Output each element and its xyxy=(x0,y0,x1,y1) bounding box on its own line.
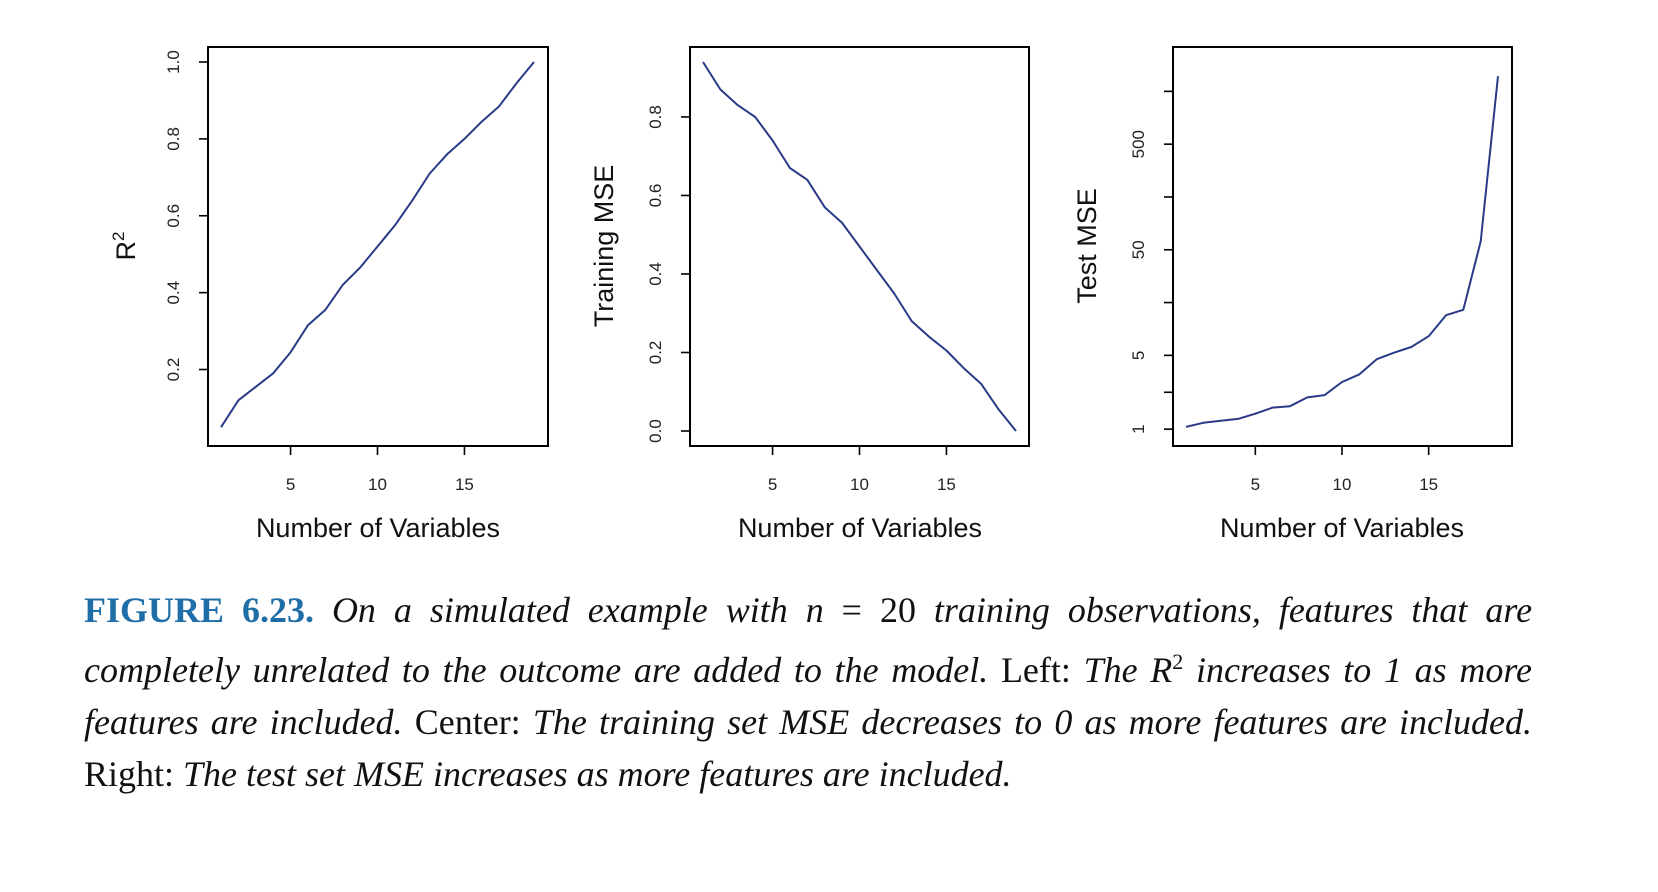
r2-series-line xyxy=(220,61,535,428)
caption-right-text: The test set MSE increases as more featu… xyxy=(183,754,1012,794)
x-tick-label: 10 xyxy=(850,475,869,494)
y-tick-label: 1.0 xyxy=(164,50,183,74)
x-tick-label: 5 xyxy=(1251,475,1260,494)
y-tick-label: 0.6 xyxy=(164,204,183,228)
caption-left-label: Left: xyxy=(1000,650,1071,690)
x-tick-label: 5 xyxy=(286,475,295,494)
y-tick-label: 0.0 xyxy=(646,419,665,443)
x-axis-label: Number of Variables xyxy=(1220,513,1464,543)
y-axis: 1 5 50 500 xyxy=(1129,90,1173,434)
y-tick-label: 1 xyxy=(1129,424,1148,433)
caption-figure-label: FIGURE 6.23. xyxy=(84,590,314,630)
x-axis: 5 10 15 xyxy=(768,446,956,494)
panel-r2: 5 10 15 0.2 0.4 0.6 0.8 1.0 Number of Variable… xyxy=(109,46,549,543)
y-tick-label: 0.6 xyxy=(646,184,665,208)
y-axis-label: R2 xyxy=(109,232,141,261)
caption-r: R xyxy=(1150,650,1173,690)
x-axis: 5 10 15 xyxy=(286,446,474,494)
x-axis: 5 10 15 xyxy=(1251,446,1438,494)
caption-text-1: On a simulated example with xyxy=(331,590,788,630)
y-axis-label-superscript: 2 xyxy=(109,232,128,241)
caption-left-r2: R2 xyxy=(1150,649,1184,690)
training-mse-series-line xyxy=(702,61,1017,432)
caption-center-text: The training set MSE decreases to 0 as m… xyxy=(532,702,1533,742)
y-tick-label: 0.4 xyxy=(164,281,183,305)
caption-math-n: n xyxy=(805,590,824,630)
figure-panels: 5 10 15 0.20.40.60.81.0 Number of Variable… xyxy=(109,46,1513,543)
caption-text-2: training observations, features that are… xyxy=(84,590,1533,690)
y-axis-label: Test MSE xyxy=(1072,188,1102,304)
caption-left-text-a: The xyxy=(1083,650,1138,690)
figure-caption: FIGURE 6.23. On a simulated example with… xyxy=(84,584,1532,800)
test-mse-series-line xyxy=(1185,76,1499,428)
x-tick-label: 5 xyxy=(768,475,777,494)
y-axis-label-base: R xyxy=(111,241,141,261)
panel-training-mse: 5 10 15 0.0 0.2 0.4 0.6 0.8 Number of Variable… xyxy=(589,46,1030,543)
caption-center-label: Center: xyxy=(414,702,521,742)
y-tick-label: 5 xyxy=(1129,351,1148,360)
y-axis-label: Training MSE xyxy=(589,165,619,328)
y-tick-label: 0.8 xyxy=(164,127,183,151)
x-tick-label: 10 xyxy=(368,475,387,494)
plot-frame xyxy=(1172,46,1513,447)
x-axis-label: Number of Variables xyxy=(738,513,982,543)
caption-number: 20 xyxy=(879,590,916,630)
caption-left-text-b: increases to 1 as more features are incl… xyxy=(84,650,1533,742)
y-tick-label: 50 xyxy=(1129,240,1148,259)
y-axis: 0.0 0.2 0.4 0.6 0.8 xyxy=(646,105,690,443)
y-tick-label: 0.8 xyxy=(646,105,665,129)
x-tick-label: 15 xyxy=(937,475,956,494)
x-tick-label: 15 xyxy=(455,475,474,494)
y-tick-label: 0.2 xyxy=(646,341,665,365)
y-axis: 0.2 0.4 0.6 0.8 1.0 xyxy=(164,50,208,381)
y-tick-label: 0.2 xyxy=(164,358,183,382)
caption-equals: = xyxy=(841,590,862,630)
caption-r-superscript: 2 xyxy=(1172,649,1184,674)
y-tick-label: 500 xyxy=(1129,130,1148,158)
x-tick-label: 10 xyxy=(1333,475,1352,494)
x-axis-label: Number of Variables xyxy=(256,513,500,543)
y-tick-label: 0.4 xyxy=(646,262,665,286)
caption-right-label: Right: xyxy=(84,754,175,794)
x-tick-label: 15 xyxy=(1419,475,1438,494)
